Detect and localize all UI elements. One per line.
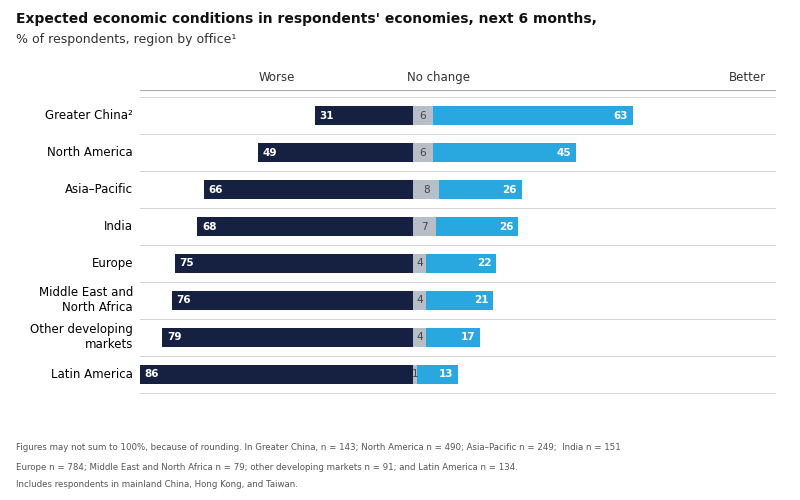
Bar (439, 180, 522, 199)
Text: 66: 66 (208, 184, 223, 194)
Text: 17: 17 (461, 332, 475, 342)
Bar (436, 217, 518, 236)
Bar (414, 364, 417, 384)
Bar (417, 364, 458, 384)
Text: 22: 22 (477, 258, 491, 268)
Bar (414, 143, 433, 163)
Bar (162, 328, 414, 347)
Text: 76: 76 (177, 296, 191, 306)
Text: 26: 26 (502, 184, 517, 194)
Bar (414, 106, 433, 126)
Bar (198, 217, 414, 236)
Bar (175, 254, 414, 273)
Text: 8: 8 (423, 184, 430, 194)
Text: No change: No change (407, 72, 470, 85)
Text: 7: 7 (422, 222, 428, 232)
Text: 45: 45 (556, 148, 571, 158)
Bar (433, 143, 576, 163)
Bar (426, 254, 496, 273)
Text: 26: 26 (499, 222, 514, 232)
Bar (414, 328, 426, 347)
Text: 4: 4 (417, 258, 423, 268)
Text: 1: 1 (412, 369, 418, 379)
Text: Figures may not sum to 100%, because of rounding. In Greater China, n = 143; Nor: Figures may not sum to 100%, because of … (16, 442, 621, 452)
Text: Europe n = 784; Middle East and North Africa n = 79; other developing markets n : Europe n = 784; Middle East and North Af… (16, 462, 518, 471)
Text: 86: 86 (145, 369, 159, 379)
Text: 75: 75 (180, 258, 194, 268)
Text: 13: 13 (438, 369, 454, 379)
Bar (140, 364, 414, 384)
Text: 49: 49 (262, 148, 277, 158)
Text: Includes respondents in mainland China, Hong Kong, and Taiwan.: Includes respondents in mainland China, … (16, 480, 298, 489)
Bar (203, 180, 414, 199)
Text: Expected economic conditions in respondents' economies, next 6 months,: Expected economic conditions in responde… (16, 12, 597, 26)
Text: 4: 4 (417, 332, 423, 342)
Bar (414, 254, 426, 273)
Text: Worse: Worse (258, 72, 295, 85)
Bar (258, 143, 414, 163)
Bar (172, 291, 414, 310)
Text: Better: Better (730, 72, 766, 85)
Text: 6: 6 (420, 111, 426, 121)
Text: % of respondents, region by office¹: % of respondents, region by office¹ (16, 32, 236, 46)
Bar (315, 106, 414, 126)
Text: 68: 68 (202, 222, 217, 232)
Text: 6: 6 (420, 148, 426, 158)
Text: 21: 21 (474, 296, 488, 306)
Bar (414, 217, 436, 236)
Text: 63: 63 (614, 111, 628, 121)
Bar (414, 180, 439, 199)
Bar (433, 106, 633, 126)
Bar (426, 291, 493, 310)
Text: 79: 79 (167, 332, 182, 342)
Text: 4: 4 (417, 296, 423, 306)
Text: 31: 31 (320, 111, 334, 121)
Bar (426, 328, 480, 347)
Bar (414, 291, 426, 310)
